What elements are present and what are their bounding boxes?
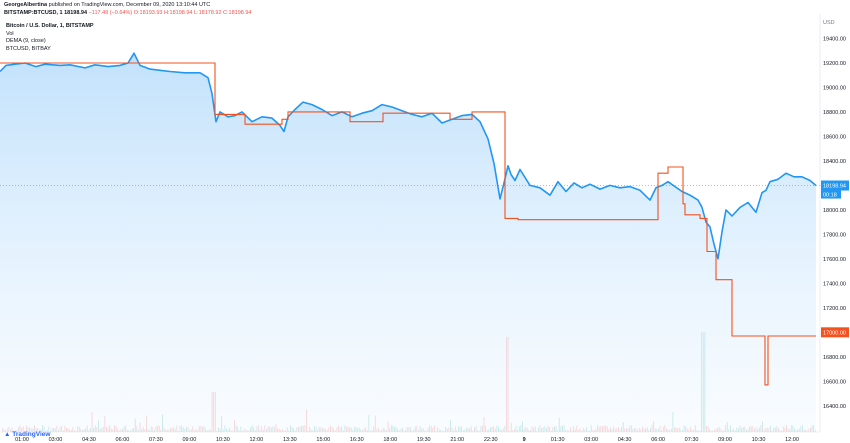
time-axis-tick: 10:30 — [752, 437, 766, 443]
time-axis-tick: 19:30 — [417, 437, 431, 443]
time-axis-tick: 07:30 — [685, 437, 699, 443]
price-axis-tick: 19400.00 — [823, 36, 846, 42]
legend-main-series[interactable]: Bitcoin / U.S. Dollar, 1, BITSTAMP — [6, 23, 94, 29]
time-axis-tick: 15:00 — [316, 437, 330, 443]
price-axis-tick: 17200.00 — [823, 306, 846, 312]
price-axis-tick: 16800.00 — [823, 355, 846, 361]
countdown-tag-label: 00:18 — [823, 193, 837, 199]
price-axis-tick: 19200.00 — [823, 61, 846, 67]
time-axis-tick: 01:30 — [551, 437, 565, 443]
time-axis-tick: 09:00 — [718, 437, 732, 443]
compare-line-btc-bitbay[interactable] — [0, 62, 816, 386]
legend-compare-series[interactable]: BTCUSD, BITBAY — [6, 45, 51, 52]
last-price-tag-label: 18198.94 — [823, 184, 846, 190]
time-axis-tick: 12:00 — [785, 437, 799, 443]
chart-legend: Bitcoin / U.S. Dollar, 1, BITSTAMP Vol D… — [6, 23, 94, 53]
price-axis-tick: 18400.00 — [823, 159, 846, 165]
countdown-tag — [821, 190, 841, 199]
time-axis-tick: 06:00 — [116, 437, 130, 443]
time-axis-tick: 10:30 — [216, 437, 230, 443]
time-axis-tick: 01:00 — [15, 437, 29, 443]
publish-info: published on TradingView.com, December 0… — [48, 2, 211, 8]
time-axis-tick: 03:00 — [49, 437, 63, 443]
price-line-btc-bitstamp[interactable] — [0, 52, 817, 260]
time-axis-tick: 03:00 — [584, 437, 598, 443]
price-area-fill — [0, 53, 816, 432]
time-axis-tick: 22:30 — [484, 437, 498, 443]
price-change: −117.49 (−0.64%) — [88, 9, 133, 16]
price-axis-tick: 17400.00 — [823, 281, 846, 287]
time-axis-tick: 9 — [523, 437, 526, 443]
price-axis-currency: USD — [823, 20, 835, 26]
price-axis-tick: 18800.00 — [823, 110, 846, 116]
last-price-tag — [821, 180, 849, 191]
compare-price-tag-label: 17000.00 — [823, 330, 846, 336]
time-axis-tick: 18:00 — [383, 437, 397, 443]
time-axis-tick: 09:00 — [183, 437, 197, 443]
author-name: GeorgeAlbertina — [4, 2, 48, 8]
ohlc-values: O:18193.93 H:18198.94 L:18178.92 C:18198… — [133, 9, 252, 16]
last-price: 18198.94 — [64, 9, 88, 16]
legend-volume[interactable]: Vol — [6, 30, 14, 37]
time-axis-tick: 21:00 — [450, 437, 464, 443]
price-axis-tick: 18600.00 — [823, 134, 846, 140]
chart-header: GeorgeAlbertina published on TradingView… — [4, 2, 252, 17]
symbol-label: BITSTAMP:BTCUSD, 1 — [4, 9, 63, 16]
legend-dema[interactable]: DEMA (9, close) — [6, 38, 46, 45]
price-axis-tick: 16600.00 — [823, 379, 846, 385]
time-axis-tick: 06:00 — [651, 437, 665, 443]
time-axis-tick: 13:30 — [283, 437, 297, 443]
brand-label: TradingView — [12, 431, 51, 438]
tradingview-icon: ▲ — [4, 431, 13, 438]
tradingview-logo: ▲ TradingView — [4, 431, 50, 438]
time-axis-tick: 07:30 — [149, 437, 163, 443]
price-axis-tick: 18000.00 — [823, 208, 846, 214]
time-axis-tick: 04:30 — [82, 437, 96, 443]
compare-price-tag — [821, 327, 849, 338]
price-axis-tick: 16400.00 — [823, 404, 846, 410]
time-axis-tick: 04:30 — [618, 437, 632, 443]
price-axis-tick: 19000.00 — [823, 85, 846, 91]
time-axis-tick: 16:30 — [350, 437, 364, 443]
price-axis-tick: 17800.00 — [823, 232, 846, 238]
price-axis-tick: 17600.00 — [823, 257, 846, 263]
time-axis-tick: 12:00 — [249, 437, 263, 443]
